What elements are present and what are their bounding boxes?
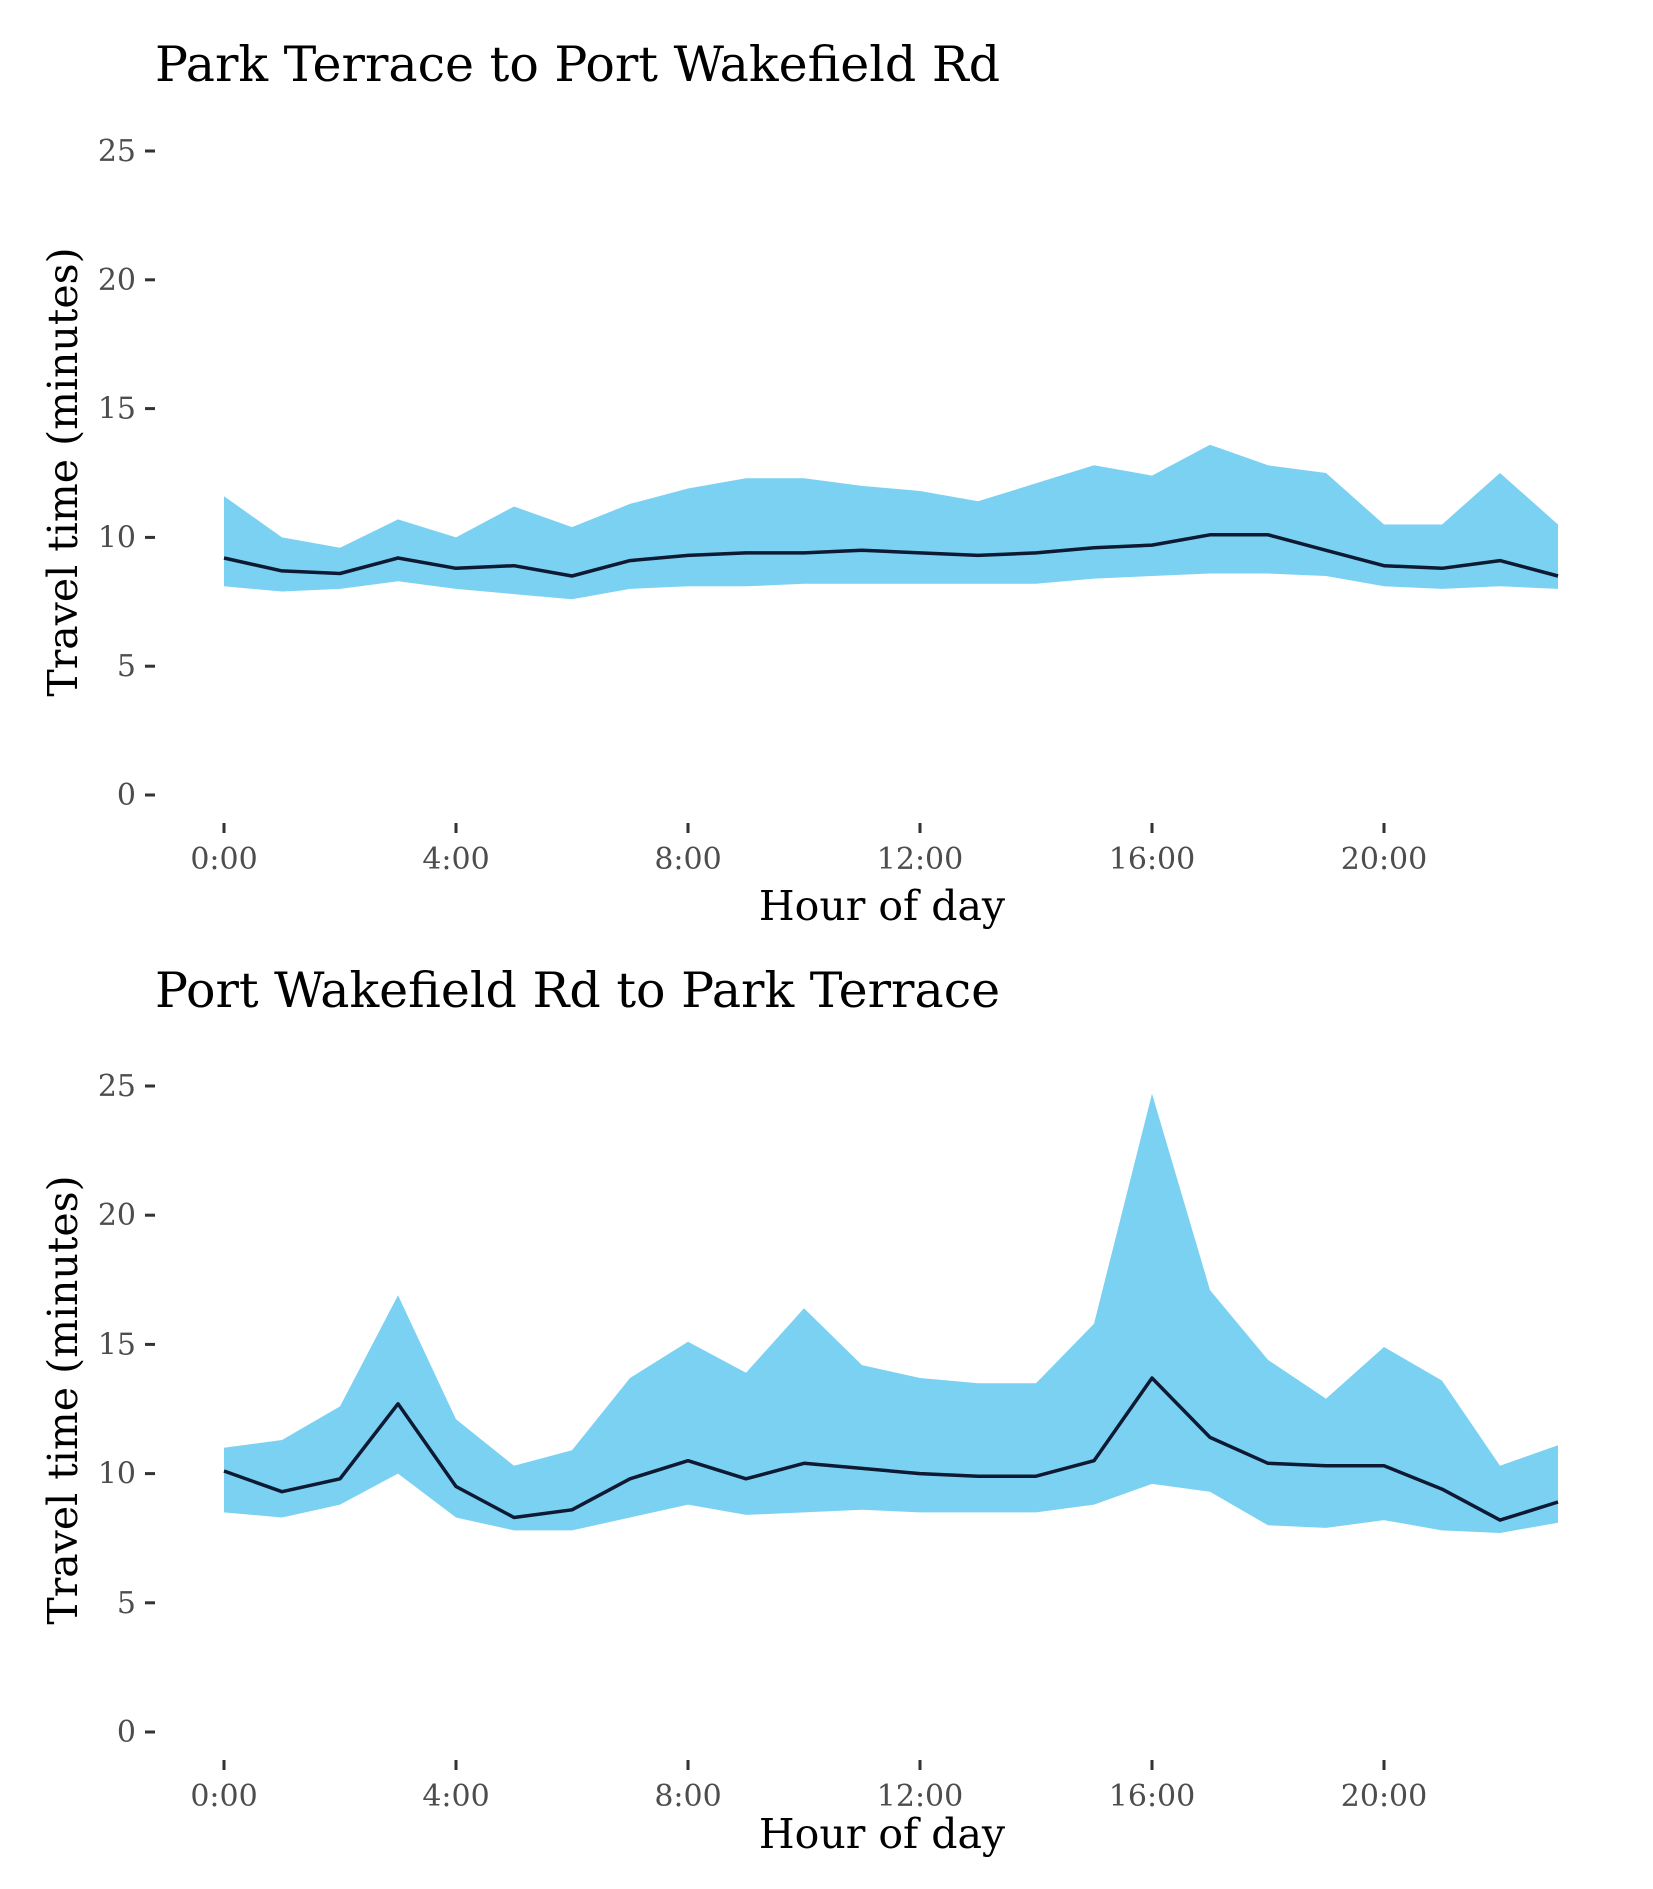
x-tick-label: 4:00 [422, 842, 489, 877]
x-tick-label: 4:00 [422, 1779, 489, 1814]
y-tick-label: 15 [98, 392, 136, 427]
y-axis-label: Travel time (minutes) [39, 247, 87, 696]
x-tick-label: 16:00 [1109, 1779, 1195, 1814]
x-tick-label: 0:00 [190, 1779, 257, 1814]
median-line [223, 533, 1559, 578]
chart-title: Park Terrace to Port Wakefield Rd [155, 36, 1000, 93]
y-tick-label: 25 [98, 1069, 136, 1104]
y-tick-label: 10 [98, 520, 136, 555]
x-tick-label: 20:00 [1341, 842, 1427, 877]
chart-title: Port Wakefield Rd to Park Terrace [155, 962, 1000, 1019]
y-tick-label: 25 [98, 134, 136, 169]
chart-panel-2: Port Wakefield Rd to Park Terrace Travel… [39, 962, 1559, 1858]
uncertainty-band [224, 444, 1558, 600]
x-tick-label: 12:00 [877, 1779, 963, 1814]
y-tick-label: 5 [117, 649, 136, 684]
y-tick-label: 15 [98, 1327, 136, 1362]
median-line [223, 1376, 1559, 1522]
uncertainty-band [224, 1093, 1558, 1533]
x-tick-label: 16:00 [1109, 842, 1195, 877]
x-tick-label: 20:00 [1341, 1779, 1427, 1814]
y-axis-label: Travel time (minutes) [39, 1175, 87, 1624]
chart-panel-1: Park Terrace to Port Wakefield Rd Travel… [39, 36, 1559, 930]
x-tick-label: 8:00 [654, 1779, 721, 1814]
x-tick-label: 0:00 [190, 842, 257, 877]
y-tick-label: 5 [117, 1586, 136, 1621]
x-axis-label: Hour of day [759, 1810, 1006, 1858]
y-tick-label: 0 [117, 778, 136, 813]
y-tick-label: 20 [98, 1198, 136, 1233]
y-tick-label: 0 [117, 1715, 136, 1750]
y-tick-label: 20 [98, 263, 136, 298]
x-tick-label: 12:00 [877, 842, 963, 877]
x-tick-label: 8:00 [654, 842, 721, 877]
plot-area: 0 5 10 15 20 25 0:00 4:00 8:00 12:00 16:00 20:00 [98, 1069, 1559, 1814]
x-axis-label: Hour of day [759, 882, 1006, 930]
y-tick-label: 10 [98, 1457, 136, 1492]
plot-area: 0 5 10 15 20 25 0:00 4:00 8:00 12:00 16:00 20:00 [98, 134, 1559, 877]
